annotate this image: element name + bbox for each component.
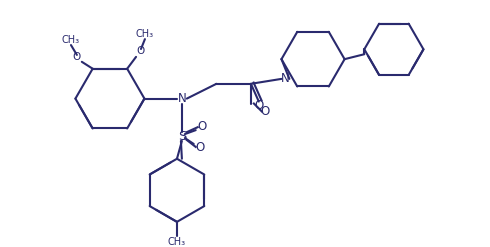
Text: O: O xyxy=(197,120,206,133)
Text: N: N xyxy=(281,72,290,85)
Text: S: S xyxy=(178,130,186,143)
Text: CH₃: CH₃ xyxy=(62,35,80,45)
Text: CH₃: CH₃ xyxy=(136,29,154,39)
Text: N: N xyxy=(177,92,186,105)
Text: O: O xyxy=(254,99,264,112)
Text: O: O xyxy=(260,105,270,118)
Text: O: O xyxy=(195,141,204,154)
Text: O: O xyxy=(137,46,145,56)
Text: O: O xyxy=(73,52,81,62)
Text: CH₃: CH₃ xyxy=(168,237,186,247)
